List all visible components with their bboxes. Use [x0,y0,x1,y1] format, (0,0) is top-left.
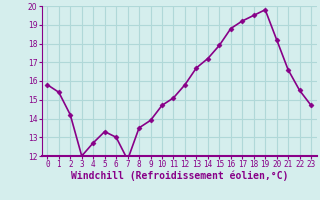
X-axis label: Windchill (Refroidissement éolien,°C): Windchill (Refroidissement éolien,°C) [70,171,288,181]
